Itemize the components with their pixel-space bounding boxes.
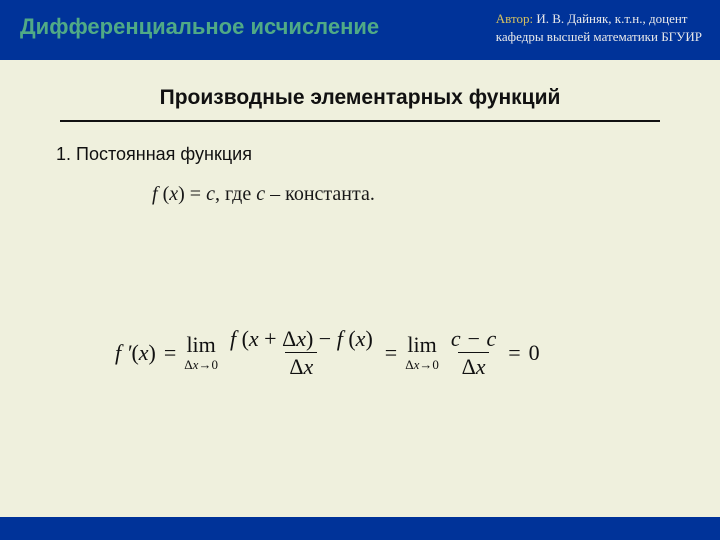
- author-label: Автор:: [496, 11, 533, 26]
- lim-word-1: lim: [186, 334, 215, 356]
- def-c: c: [206, 183, 215, 205]
- limit-1: lim Δx→0: [184, 334, 218, 371]
- frac2-den: Δx: [458, 352, 490, 379]
- author-block: Автор: И. В. Дайняк, к.т.н., доцент кафе…: [496, 10, 702, 46]
- def-c2: c: [256, 183, 265, 205]
- def-tail: – константа.: [265, 183, 375, 205]
- derivative-formula: f ′(x) = lim Δx→0 f (x + Δx) − f (x) Δx …: [115, 326, 540, 380]
- equals-3: =: [508, 340, 520, 366]
- limit-2: lim Δx→0: [405, 334, 439, 371]
- divider-line: [60, 120, 660, 122]
- item-heading: 1. Постоянная функция: [56, 144, 720, 165]
- course-title: Дифференциальное исчисление: [20, 14, 379, 40]
- fprime: f ′(x): [115, 340, 156, 366]
- equals-1: =: [164, 340, 176, 366]
- frac1-num: f (x + Δx) − f (x): [226, 326, 377, 352]
- header-bar: Дифференциальное исчисление Автор: И. В.…: [0, 0, 720, 60]
- fraction-1: f (x + Δx) − f (x) Δx: [226, 326, 377, 380]
- lim-under-2: Δx→0: [405, 358, 439, 371]
- def-comma: , где: [215, 183, 256, 205]
- def-f: f: [152, 183, 163, 205]
- lim-word-2: lim: [407, 334, 436, 356]
- equals-2: =: [385, 340, 397, 366]
- footer-bar: [0, 520, 720, 540]
- def-close: ) =: [178, 183, 206, 205]
- slide-content: Производные элементарных функций 1. Пост…: [0, 86, 720, 526]
- author-name: И. В. Дайняк, к.т.н., доцент: [536, 11, 687, 26]
- frac2-num: c − c: [447, 326, 500, 352]
- function-definition: f (x) = c, где c – константа.: [152, 183, 720, 206]
- lim-under-1: Δx→0: [184, 358, 218, 371]
- result-zero: 0: [529, 340, 540, 366]
- frac1-den: Δx: [285, 352, 317, 379]
- def-x: x: [169, 183, 178, 205]
- author-affiliation: кафедры высшей математики БГУИР: [496, 29, 702, 44]
- fraction-2: c − c Δx: [447, 326, 500, 380]
- section-title: Производные элементарных функций: [0, 86, 720, 110]
